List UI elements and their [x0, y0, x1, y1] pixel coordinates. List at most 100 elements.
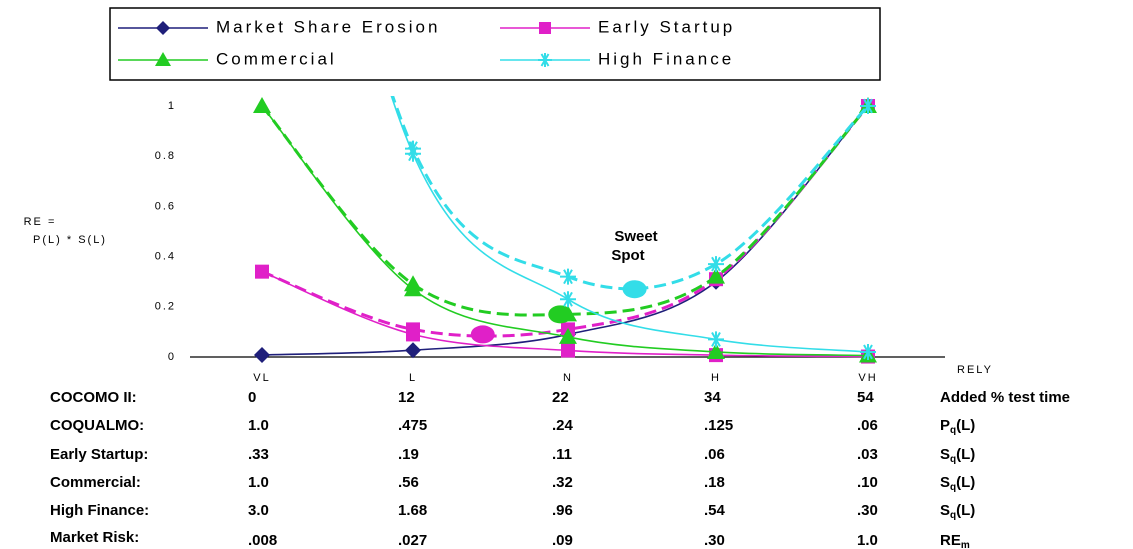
marker: [255, 264, 269, 279]
unit: Added % test time: [940, 389, 1070, 406]
cell: 34: [704, 389, 721, 406]
cell: 54: [857, 389, 874, 406]
cell: .027: [398, 532, 427, 549]
sweet-spot: [622, 280, 647, 299]
cell: .475: [398, 417, 427, 434]
marker: [707, 267, 725, 284]
legend-label: High Finance: [598, 49, 734, 68]
cell: .56: [398, 474, 419, 491]
cell: .30: [857, 502, 878, 519]
y-axis-label: P(L) * S(L): [33, 234, 107, 246]
unit: Pq(L): [940, 417, 975, 436]
legend-marker: [155, 52, 171, 66]
y-tick-label: 0.6: [155, 200, 176, 212]
x-tick-label: H: [711, 372, 721, 384]
legend-marker: [539, 22, 551, 34]
cell: 1.0: [248, 474, 269, 491]
cell: .30: [704, 532, 725, 549]
marker: [860, 98, 876, 114]
series-line: [390, 96, 869, 353]
unit-part: S: [940, 474, 950, 491]
marker: [561, 343, 575, 358]
unit-part: S: [940, 446, 950, 463]
cell: 3.0: [248, 502, 269, 519]
unit-part: q: [950, 510, 956, 521]
annotation: Spot: [611, 247, 644, 264]
marker: [405, 342, 421, 359]
unit-part: m: [961, 540, 970, 549]
y-tick-label: 0.8: [155, 150, 176, 162]
marker: [559, 327, 577, 344]
cell: .96: [552, 502, 573, 519]
legend-label: Early Startup: [598, 17, 735, 36]
unit-part: (L): [956, 474, 975, 491]
cell: 12: [398, 389, 415, 406]
cell: .125: [704, 417, 733, 434]
unit: Sq(L): [940, 474, 975, 493]
cell: .06: [857, 417, 878, 434]
marker: [707, 342, 725, 359]
marker: [560, 291, 576, 308]
series-line: [261, 105, 869, 357]
unit-part: q: [950, 425, 956, 436]
marker: [860, 343, 876, 360]
marker: [254, 346, 270, 363]
combined-line: [391, 96, 870, 291]
legend-marker: [538, 53, 552, 67]
row-label: High Finance:: [50, 502, 149, 519]
y-tick-label: 0.4: [155, 251, 176, 263]
unit-part: (L): [956, 417, 975, 434]
cell: .54: [704, 502, 726, 519]
row-label: COQUALMO:: [50, 417, 144, 434]
cell: .19: [398, 446, 419, 463]
cell: .09: [552, 532, 573, 549]
unit-part: q: [950, 454, 956, 465]
marker: [406, 322, 420, 337]
y-tick-label: 0: [168, 351, 176, 363]
y-axis-label: RE =: [24, 216, 57, 228]
marker: [708, 331, 724, 348]
row-label: COCOMO II:: [50, 389, 137, 406]
legend-marker: [156, 21, 170, 35]
unit-part: P: [940, 417, 950, 434]
cell: .18: [704, 474, 725, 491]
cell: .24: [552, 417, 574, 434]
unit-part: S: [940, 502, 950, 519]
marker: [708, 256, 724, 273]
cell: 1.0: [248, 417, 269, 434]
x-tick-label: VL: [253, 372, 270, 384]
cell: .11: [552, 446, 572, 463]
y-tick-label: 1: [168, 100, 176, 112]
cell: 22: [552, 389, 569, 406]
combined-line: [261, 105, 870, 338]
legend-label: Commercial: [216, 49, 337, 68]
annotation: Sweet: [614, 228, 657, 245]
cell: .008: [248, 532, 277, 549]
cell: .03: [857, 446, 878, 463]
legend-box: [109, 7, 881, 81]
row-label: Early Startup:: [50, 446, 148, 463]
row-label: Commercial:: [50, 474, 141, 491]
cell: .33: [248, 446, 269, 463]
x-axis-label: RELY: [957, 364, 993, 376]
marker: [560, 268, 576, 285]
marker: [253, 97, 271, 113]
unit: Sq(L): [940, 446, 975, 465]
unit-part: Added % test time: [940, 389, 1070, 406]
x-tick-label: VH: [858, 372, 877, 384]
cell: .32: [552, 474, 573, 491]
cell: 0: [248, 389, 256, 406]
cell: .06: [704, 446, 725, 463]
unit-part: (L): [956, 502, 975, 519]
unit: Sq(L): [940, 502, 975, 521]
sweet-spot: [470, 325, 495, 344]
x-tick-label: L: [409, 372, 417, 384]
marker: [404, 275, 422, 292]
unit-part: (L): [956, 446, 975, 463]
unit-part: q: [950, 482, 956, 493]
legend-label: Market Share Erosion: [216, 17, 440, 36]
cell: .10: [857, 474, 878, 491]
row-label: Market Risk:: [50, 529, 139, 546]
